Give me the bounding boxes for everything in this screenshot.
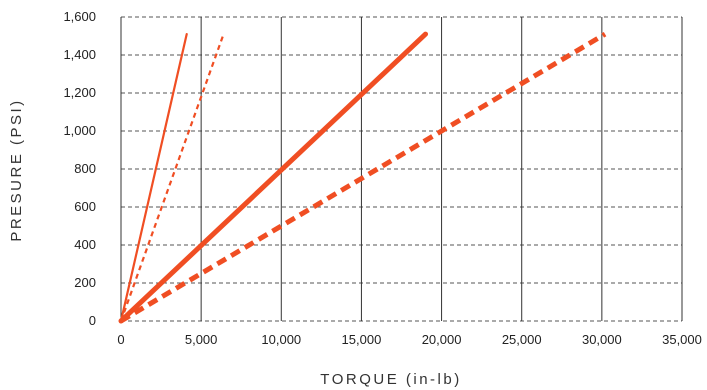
x-tick-label: 0 (117, 332, 124, 347)
x-tick-label: 30,000 (582, 332, 622, 347)
x-tick-label: 25,000 (502, 332, 542, 347)
tick-labels: 0 200 400 600 800 1,000 1,200 1,400 1,600 0 5,000 1… (63, 9, 701, 347)
y-tick-label: 200 (74, 275, 96, 290)
y-tick-label: 0 (89, 313, 96, 328)
y-tick-label: 600 (74, 199, 96, 214)
y-axis-label: PRESURE (PSI) (8, 98, 25, 241)
y-tick-label: 400 (74, 237, 96, 252)
series-line-solid-thin (119, 32, 188, 323)
x-axis-label: TORQUE (in-lb) (320, 371, 461, 388)
series-line-dashed-thick (119, 31, 607, 324)
y-tick-label: 800 (74, 161, 96, 176)
series-line-solid-thick (118, 31, 429, 324)
y-tick-label: 1,400 (63, 47, 96, 62)
grid (120, 16, 683, 322)
x-tick-label: 5,000 (185, 332, 218, 347)
x-tick-label: 20,000 (422, 332, 462, 347)
y-tick-label: 1,200 (63, 85, 96, 100)
x-tick-label: 15,000 (342, 332, 382, 347)
y-tick-label: 1,000 (63, 123, 96, 138)
x-tick-label: 10,000 (261, 332, 301, 347)
x-tick-label: 35,000 (662, 332, 702, 347)
series-line-dashed-thin (119, 33, 225, 322)
series-lines (118, 31, 607, 324)
y-tick-label: 1,600 (63, 9, 96, 24)
